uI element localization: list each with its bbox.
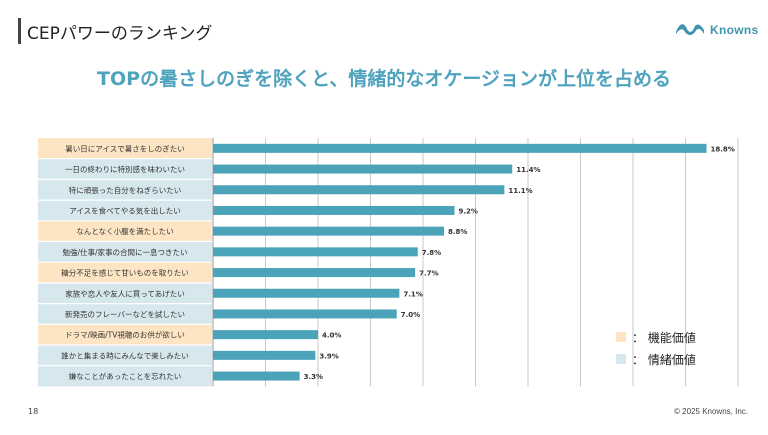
category-label: 暑い日にアイスで暑さをしのぎたい	[65, 143, 184, 153]
value-label: 4.0%	[322, 332, 341, 340]
header-accent-bar	[18, 18, 21, 44]
bar-chart: 暑い日にアイスで暑さをしのぎたい 18.8% 一日の終わりに特別感を味わいたい 11.…	[38, 138, 739, 387]
value-label: 8.8%	[448, 228, 467, 236]
category-label: 特に頑張った自分をねぎらいたい	[69, 185, 182, 195]
category-label: 勉強/仕事/家事の合間に一息つきたい	[62, 247, 187, 257]
value-label: 7.0%	[401, 311, 420, 319]
value-label: 7.8%	[422, 249, 441, 257]
value-label: 7.7%	[419, 270, 438, 278]
category-background	[38, 241, 212, 263]
category-label: 糖分不足を感じて甘いものを取りたい	[61, 268, 189, 278]
bar	[213, 268, 416, 278]
legend-item-emotional: ： 情緒価値	[616, 348, 696, 370]
category-background	[38, 220, 212, 242]
bar	[213, 143, 707, 153]
page-title: CEPパワーのランキング	[27, 24, 213, 44]
bar	[213, 205, 455, 215]
value-label: 9.2%	[459, 207, 478, 215]
logo-text: Knowns	[710, 23, 759, 37]
category-background	[38, 303, 212, 325]
category-background	[38, 282, 212, 304]
category-background	[38, 158, 212, 180]
category-label: 一日の終わりに特別感を味わいたい	[65, 164, 185, 174]
category-background	[38, 365, 212, 387]
legend-swatch-emotional	[616, 354, 626, 364]
category-background	[38, 200, 212, 221]
category-label: 誰かと集まる時にみんなで楽しみたい	[61, 350, 189, 360]
bar	[213, 309, 397, 319]
bar	[213, 164, 513, 174]
legend-label-functional: ： 機能価値	[632, 330, 696, 345]
category-background	[38, 345, 212, 366]
category-label: 嫌なことがあったことを忘れたい	[69, 371, 182, 381]
category-label: ドラマ/映画/TV視聴のお供が欲しい	[65, 330, 185, 340]
bar	[213, 330, 318, 340]
legend-label-emotional: ： 情緒価値	[632, 352, 696, 367]
category-background	[38, 179, 212, 201]
knowns-wave-logo-icon	[675, 20, 705, 40]
value-label: 18.8%	[711, 145, 735, 153]
category-label: 新発売のフレーバーなどを試したい	[65, 309, 185, 319]
category-background	[38, 324, 212, 345]
value-label: 7.1%	[403, 290, 422, 298]
bar	[213, 247, 418, 257]
headline: TOPの暑さしのぎを除くと、情緒的なオケージョンが上位を占める	[97, 68, 671, 90]
copyright: © 2025 Knowns, Inc.	[674, 407, 748, 416]
bar	[213, 288, 400, 298]
bar	[213, 350, 316, 360]
value-label: 11.4%	[516, 166, 540, 174]
legend-swatch-functional	[616, 332, 626, 342]
bar	[213, 371, 300, 381]
category-label: アイスを食べてやる気を出したい	[69, 205, 181, 215]
logo: Knowns	[675, 20, 758, 40]
category-label: 家族や恋人や友人に買ってあげたい	[65, 288, 184, 298]
bar	[213, 226, 444, 236]
legend-item-functional: ： 機能価値	[616, 326, 696, 348]
category-label: なんとなく小腹を満たしたい	[76, 226, 173, 236]
legend: ： 機能価値 ： 情緒価値	[616, 326, 696, 370]
value-label: 3.9%	[319, 352, 338, 360]
page-number: 18	[28, 407, 39, 416]
bar	[213, 185, 505, 195]
category-background	[38, 138, 212, 159]
category-background	[38, 262, 212, 283]
value-label: 3.3%	[304, 373, 323, 381]
value-label: 11.1%	[508, 187, 532, 195]
